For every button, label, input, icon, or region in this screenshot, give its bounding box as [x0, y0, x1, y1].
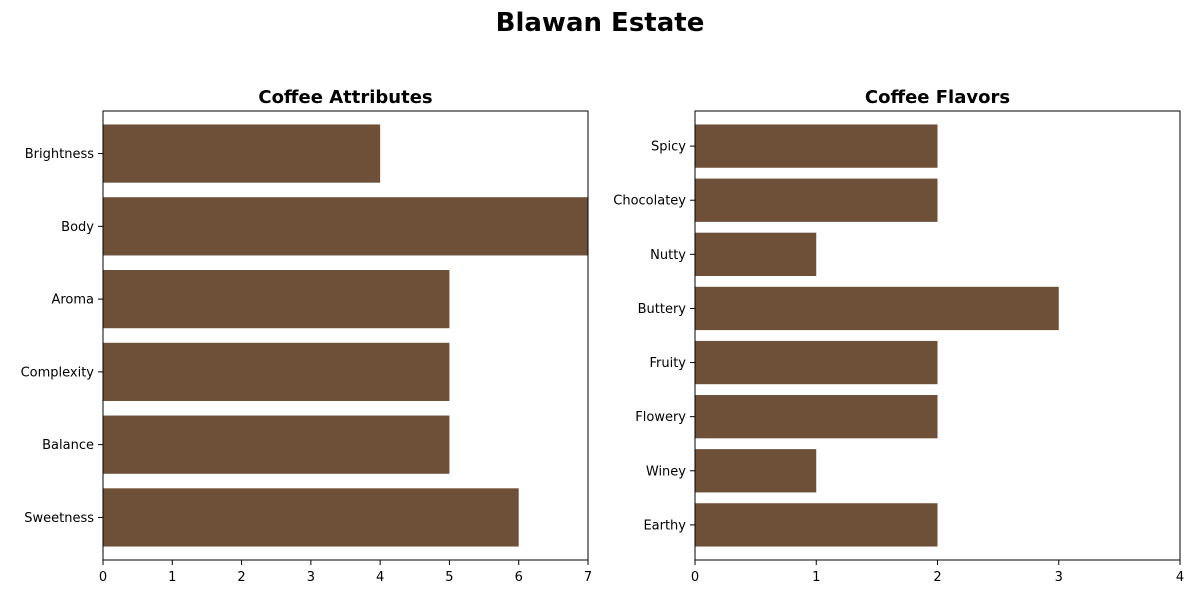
coffee-attributes-chart: Coffee Attributes Sweetness Balance Complex… [21, 87, 593, 585]
bar-balance [103, 415, 450, 474]
bar-aroma [103, 270, 450, 329]
y-tick-label: Brightness [25, 147, 94, 162]
bar-buttery [695, 286, 1059, 331]
x-tick-label: 6 [515, 570, 523, 585]
chart-title: Coffee Attributes [258, 87, 432, 108]
bar-nutty [695, 232, 817, 276]
x-tick-label: 0 [99, 570, 107, 585]
y-tick-label: Fruity [649, 356, 686, 371]
bar-winey [695, 449, 817, 493]
y-tick-label: Flowery [635, 410, 686, 425]
x-tick-label: 7 [584, 570, 592, 585]
figure-title: Blawan Estate [495, 8, 705, 38]
bar-brightness [103, 124, 381, 183]
bar-complexity [103, 342, 450, 401]
y-tick-label: Buttery [638, 302, 687, 317]
x-tick-label: 3 [1055, 570, 1063, 585]
plot-frame [694, 110, 1181, 561]
x-tick-label: 4 [376, 570, 384, 585]
x-tick-label: 1 [168, 570, 176, 585]
bar-fruity [695, 340, 938, 385]
y-tick-label: Complexity [21, 365, 95, 380]
x-tick-label: 3 [307, 570, 315, 585]
y-tick-label: Body [61, 220, 94, 235]
x-tick-label: 1 [812, 570, 820, 585]
y-tick-label: Aroma [51, 293, 94, 308]
y-tick-label: Earthy [643, 518, 686, 533]
bar-flowery [695, 395, 938, 439]
bar-earthy [695, 503, 938, 547]
y-tick-label: Sweetness [24, 511, 94, 526]
x-tick-label: 0 [691, 570, 699, 585]
x-tick-label: 5 [445, 570, 453, 585]
y-tick-label: Spicy [651, 140, 686, 155]
bar-chocolatey [695, 178, 938, 222]
y-tick-label: Nutty [650, 248, 686, 263]
y-tick-label: Winey [646, 464, 686, 479]
x-tick-label: 2 [237, 570, 245, 585]
coffee-flavors-chart: Coffee Flavors Earthy Winey Flowery Fruity Bu… [613, 87, 1184, 585]
chart-title: Coffee Flavors [865, 87, 1010, 108]
bar-sweetness [103, 488, 519, 547]
bar-body [103, 197, 588, 256]
y-tick-label: Balance [42, 438, 94, 453]
x-tick-label: 2 [933, 570, 941, 585]
x-tick-label: 4 [1176, 570, 1184, 585]
y-tick-label: Chocolatey [613, 194, 686, 209]
plot-frame [102, 110, 589, 561]
bar-spicy [695, 124, 938, 168]
